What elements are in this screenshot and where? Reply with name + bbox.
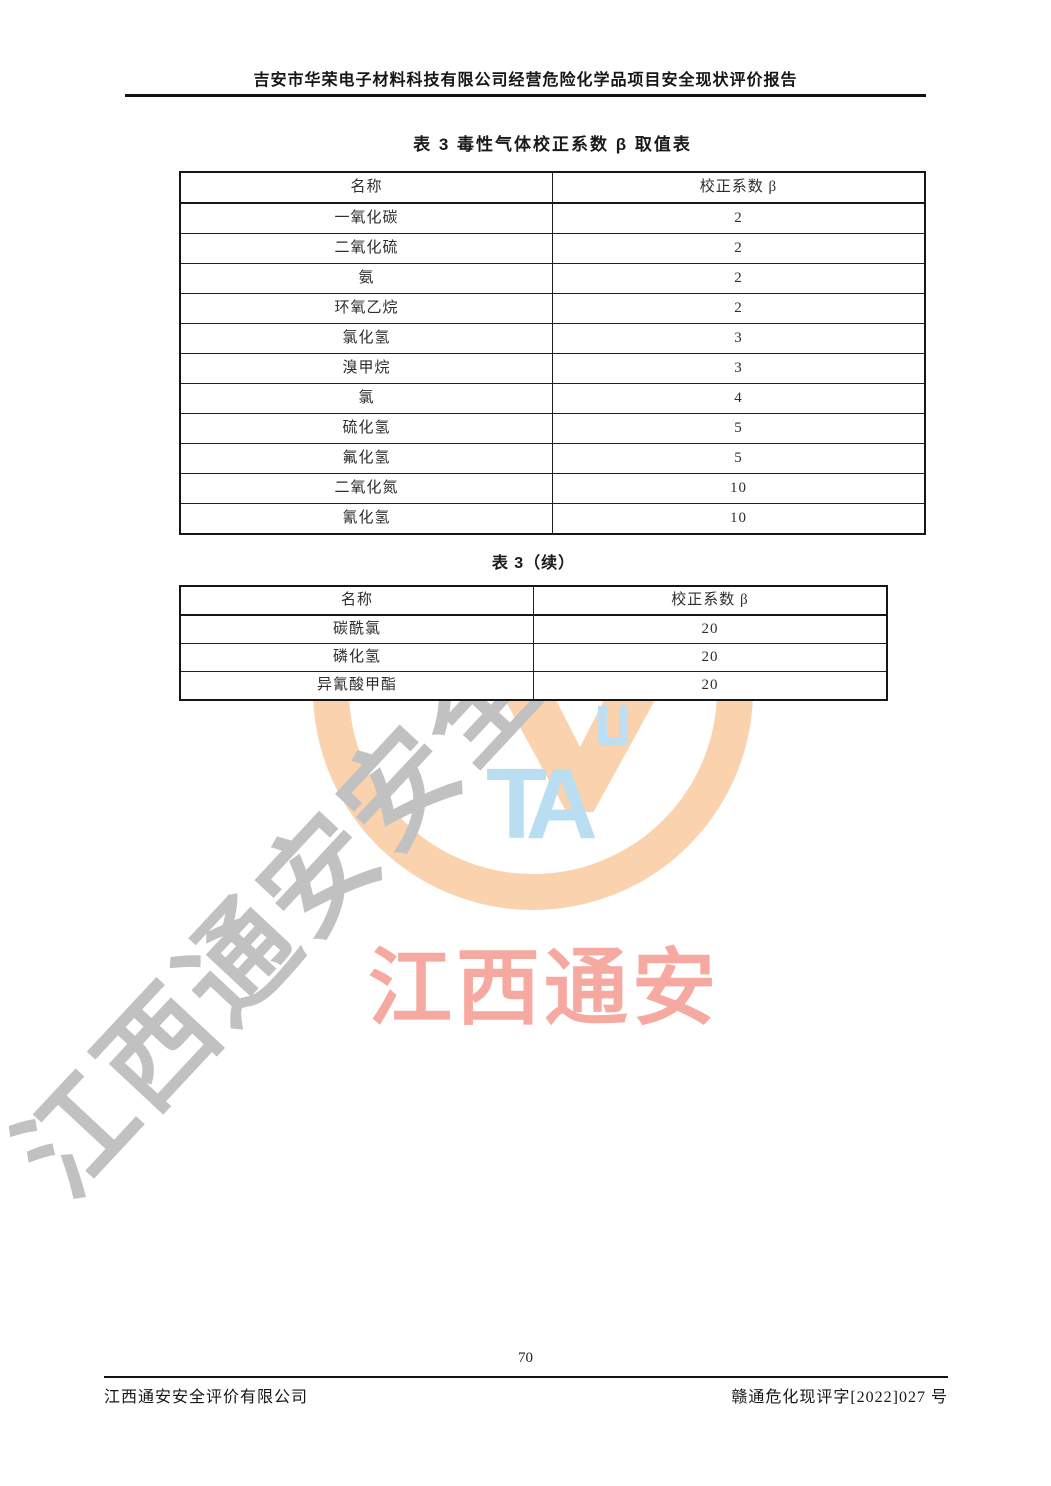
page-number: 70 (518, 1350, 533, 1366)
table-cell: 20 (533, 643, 888, 672)
table-row: 一氧化碳 2 (179, 202, 926, 234)
table-cell: 20 (533, 614, 888, 644)
table-cell: 氨 (179, 263, 553, 294)
table-cell: 2 (552, 263, 926, 294)
table-cell: 氰化氢 (179, 503, 553, 535)
table-cell: 2 (552, 202, 926, 234)
table-cell: 环氧乙烷 (179, 293, 553, 324)
header-divider (125, 94, 926, 97)
document-header-title: 吉安市华荣电子材料科技有限公司经营危险化学品项目安全现状评价报告 (253, 72, 798, 89)
watermark-red-text: 江西通安 (368, 941, 721, 1035)
watermark-logo-letters: TA (486, 748, 598, 860)
table-row: 二氧化氮 10 (179, 473, 926, 504)
watermark-logo-u-icon (598, 706, 628, 746)
table-row: 碳酰氯 20 (179, 614, 888, 644)
table-cell: 5 (552, 443, 926, 474)
table-3-continued-title: 表 3（续） (491, 555, 576, 572)
footer: 江西通安安全评价有限公司 赣通危化现评字[2022]027 号 (104, 1383, 948, 1407)
table-cell: 二氧化氮 (179, 473, 553, 504)
footer-document-number: 赣通危化现评字[2022]027 号 (731, 1389, 948, 1406)
table-row: 硫化氢 5 (179, 413, 926, 444)
table-cell: 10 (552, 473, 926, 504)
table-row: 溴甲烷 3 (179, 353, 926, 384)
table-cell: 异氰酸甲酯 (179, 671, 534, 701)
table-row: 异氰酸甲酯 20 (179, 671, 888, 701)
table-cell: 氯 (179, 383, 553, 414)
table-row: 氯化氢 3 (179, 323, 926, 354)
table-cell: 溴甲烷 (179, 353, 553, 384)
toxic-gas-correction-table-continued: 名称 校正系数 β 碳酰氯 20 磷化氢 20 异氰酸甲酯 20 (179, 585, 888, 701)
table-cell: 4 (552, 383, 926, 414)
table-column-header: 校正系数 β (533, 585, 888, 616)
table-header-row: 名称 校正系数 β (179, 171, 926, 204)
table-cell: 氟化氢 (179, 443, 553, 474)
footer-divider (104, 1376, 948, 1378)
table-row: 氟化氢 5 (179, 443, 926, 474)
table-cell: 硫化氢 (179, 413, 553, 444)
table-cell: 20 (533, 671, 888, 701)
toxic-gas-correction-table: 名称 校正系数 β 一氧化碳 2 二氧化硫 2 氨 2 环氧乙烷 2 氯化氢 3 溴甲烷 3 氯 4 硫化氢 5 氟… (179, 171, 926, 535)
table-cell: 二氧化硫 (179, 233, 553, 264)
table-row: 氰化氢 10 (179, 503, 926, 535)
table-column-header: 名称 (179, 585, 534, 616)
table-cell: 2 (552, 233, 926, 264)
footer-company-name: 江西通安安全评价有限公司 (104, 1389, 309, 1406)
table-cell: 3 (552, 323, 926, 354)
table-header-row: 名称 校正系数 β (179, 585, 888, 616)
table-cell: 5 (552, 413, 926, 444)
table-cell: 10 (552, 503, 926, 535)
table-column-header: 校正系数 β (552, 171, 926, 204)
table-cell: 磷化氢 (179, 643, 534, 672)
table-row: 二氧化硫 2 (179, 233, 926, 264)
table-row: 环氧乙烷 2 (179, 293, 926, 324)
table-cell: 2 (552, 293, 926, 324)
table-cell: 一氧化碳 (179, 202, 553, 234)
table-cell: 碳酰氯 (179, 614, 534, 644)
table-row: 磷化氢 20 (179, 643, 888, 672)
table-cell: 3 (552, 353, 926, 384)
table-3-title: 表 3 毒性气体校正系数 β 取值表 (413, 135, 692, 154)
table-column-header: 名称 (179, 171, 553, 204)
watermark-layer: TA 江西通安安全评价 江西通安 (0, 698, 1051, 1318)
table-cell: 氯化氢 (179, 323, 553, 354)
